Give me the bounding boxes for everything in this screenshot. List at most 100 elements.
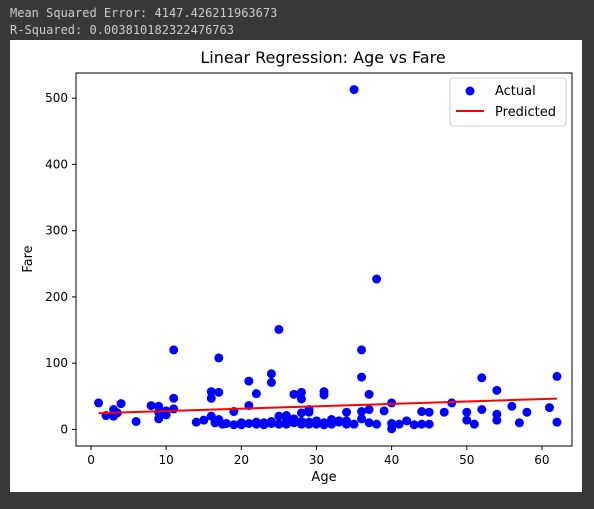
- y-tick-label: 500: [45, 91, 68, 105]
- actual-data-point: [244, 418, 254, 428]
- y-tick-label: 0: [60, 422, 68, 436]
- actual-data-point: [251, 389, 261, 399]
- actual-data-point: [304, 407, 314, 417]
- actual-data-point: [214, 353, 224, 363]
- actual-data-point: [424, 407, 434, 417]
- actual-data-point: [266, 377, 276, 387]
- legend-predicted-label: Predicted: [495, 105, 556, 120]
- actual-data-point: [402, 416, 412, 426]
- actual-data-point: [274, 324, 284, 334]
- actual-data-point: [199, 415, 209, 425]
- actual-data-point: [259, 418, 269, 428]
- actual-data-point: [364, 405, 374, 415]
- actual-data-point: [424, 419, 434, 429]
- x-axis-label: Age: [311, 470, 336, 485]
- actual-data-point: [379, 406, 389, 416]
- actual-data-point: [342, 419, 352, 429]
- actual-data-point: [169, 404, 179, 414]
- actual-data-point: [357, 407, 367, 417]
- legend-actual-label: Actual: [495, 84, 536, 99]
- actual-data-point: [154, 414, 164, 424]
- actual-data-point: [469, 419, 479, 429]
- actual-data-point: [274, 411, 284, 421]
- actual-data-point: [319, 390, 329, 400]
- actual-data-point: [357, 372, 367, 382]
- actual-data-point: [357, 345, 367, 355]
- chart-title: Linear Regression: Age vs Fare: [200, 48, 445, 67]
- actual-data-point: [206, 411, 216, 421]
- actual-data-point: [477, 373, 487, 383]
- actual-data-point: [206, 393, 216, 403]
- actual-data-point: [492, 385, 502, 395]
- actual-data-point: [266, 369, 276, 379]
- actual-data-point: [131, 416, 141, 426]
- actual-data-point: [281, 419, 291, 429]
- actual-data-point: [289, 418, 299, 428]
- y-axis-label: Fare: [21, 245, 36, 272]
- actual-data-point: [417, 419, 427, 429]
- legend-box: [449, 77, 567, 127]
- actual-data-point: [274, 419, 284, 429]
- actual-data-point: [296, 394, 306, 404]
- actual-data-point: [522, 407, 532, 417]
- mse-output-line: Mean Squared Error: 4147.426211963673: [10, 6, 278, 20]
- y-tick-label: 300: [45, 224, 68, 238]
- actual-data-point: [311, 419, 321, 429]
- x-tick-label: 20: [234, 453, 249, 467]
- actual-data-point: [342, 407, 352, 417]
- actual-data-point: [304, 419, 314, 429]
- actual-data-point: [349, 85, 359, 95]
- actual-data-point: [372, 419, 382, 429]
- plot-area: [94, 85, 562, 434]
- x-tick-label: 40: [384, 453, 399, 467]
- actual-data-point: [214, 387, 224, 397]
- actual-data-point: [387, 424, 397, 434]
- legend-actual-marker: [465, 86, 475, 96]
- actual-data-point: [357, 414, 367, 424]
- actual-data-point: [327, 419, 337, 429]
- actual-data-point: [221, 418, 231, 428]
- actual-data-point: [289, 389, 299, 399]
- actual-data-point: [169, 345, 179, 355]
- actual-data-point: [552, 417, 562, 427]
- actual-data-point: [296, 419, 306, 429]
- actual-data-point: [417, 407, 427, 417]
- actual-data-point: [206, 387, 216, 397]
- actual-data-point: [462, 415, 472, 425]
- x-tick-label: 30: [309, 453, 324, 467]
- actual-data-point: [94, 398, 104, 408]
- actual-data-point: [146, 401, 156, 411]
- actual-data-point: [251, 419, 261, 429]
- actual-data-point: [372, 274, 382, 284]
- actual-data-point: [462, 407, 472, 417]
- x-tick-label: 60: [534, 453, 549, 467]
- y-tick-label: 200: [45, 290, 68, 304]
- actual-data-point: [394, 419, 404, 429]
- actual-data-point: [492, 415, 502, 425]
- y-tick-label: 400: [45, 157, 68, 171]
- actual-data-point: [229, 420, 239, 430]
- actual-data-point: [544, 403, 554, 413]
- actual-data-point: [191, 417, 201, 427]
- actual-data-point: [244, 376, 254, 386]
- actual-data-point: [349, 419, 359, 429]
- console-output: Mean Squared Error: 4147.426211963673 R-…: [0, 0, 594, 40]
- x-tick-label: 0: [87, 453, 95, 467]
- actual-data-point: [296, 408, 306, 418]
- actual-data-point: [364, 389, 374, 399]
- chart-figure: Linear Regression: Age vs Fare Age Fare …: [10, 40, 582, 492]
- actual-data-point: [169, 393, 179, 403]
- actual-data-point: [266, 418, 276, 428]
- plot-frame: [75, 72, 573, 447]
- predicted-regression-line: [98, 397, 558, 415]
- actual-data-point: [514, 418, 524, 428]
- chart-canvas: Linear Regression: Age vs Fare Age Fare …: [21, 48, 573, 485]
- actual-data-point: [236, 418, 246, 428]
- y-tick-label: 100: [45, 356, 68, 370]
- r2-output-line: R-Squared: 0.003810182322476763: [10, 23, 234, 37]
- actual-data-point: [552, 371, 562, 381]
- actual-data-point: [319, 420, 329, 430]
- actual-data-point: [477, 405, 487, 415]
- actual-data-point: [116, 399, 126, 409]
- actual-data-point: [334, 417, 344, 427]
